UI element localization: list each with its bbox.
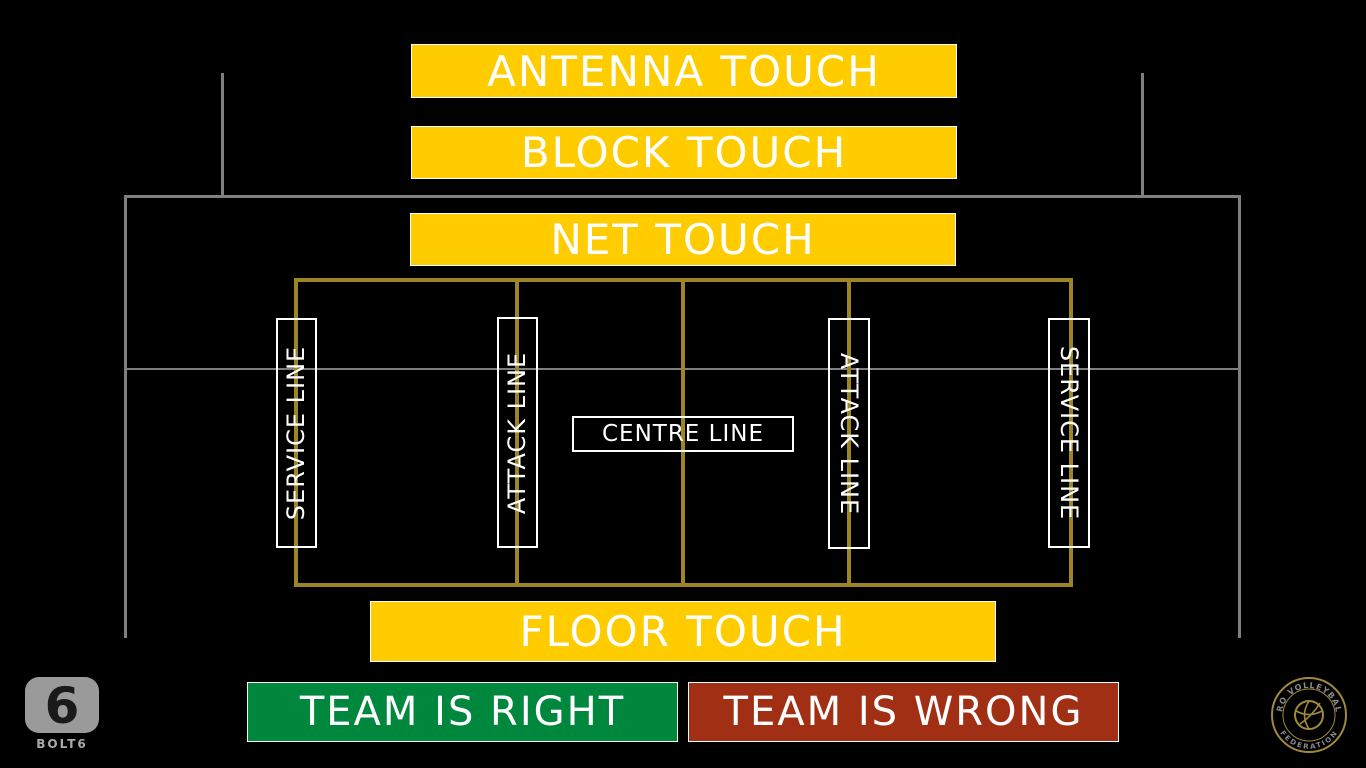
- bolt6-digit: 6: [45, 677, 80, 735]
- net-touch-button[interactable]: NET TOUCH: [410, 213, 956, 266]
- net-right-post: [1238, 195, 1241, 638]
- pro-volleyball-federation-logo: PRO VOLLEYBALL FEDERATION: [1267, 669, 1348, 754]
- service-line-right-button[interactable]: SERVICE LINE: [1048, 318, 1090, 548]
- bolt6-mark-icon: 6: [25, 677, 99, 735]
- attack-line-left-button[interactable]: ATTACK LINE: [497, 317, 538, 548]
- block-touch-button[interactable]: BLOCK TOUCH: [411, 126, 957, 179]
- svg-text:FEDERATION: FEDERATION: [1279, 729, 1340, 751]
- centre-line-label: CENTRE LINE: [601, 421, 764, 447]
- pvf-seal-icon: PRO VOLLEYBALL FEDERATION: [1267, 669, 1347, 753]
- team-is-right-button[interactable]: TEAM IS RIGHT: [247, 682, 678, 742]
- team-is-wrong-label: TEAM IS WRONG: [723, 689, 1084, 735]
- service-line-right-label: SERVICE LINE: [1055, 345, 1083, 521]
- attack-line-right-label: ATTACK LINE: [835, 352, 863, 515]
- team-is-right-label: TEAM IS RIGHT: [299, 689, 626, 735]
- court-left-line: [294, 278, 298, 587]
- antenna-left: [221, 73, 224, 197]
- pvf-text-bottom: FEDERATION: [1279, 729, 1339, 751]
- antenna-right: [1141, 73, 1144, 197]
- centre-line-button[interactable]: CENTRE LINE: [572, 416, 794, 452]
- attack-line-right-button[interactable]: ATTACK LINE: [828, 318, 870, 549]
- antenna-touch-button[interactable]: ANTENNA TOUCH: [411, 44, 957, 98]
- court-right-line: [1069, 278, 1073, 587]
- service-line-left-label: SERVICE LINE: [282, 345, 311, 521]
- net-touch-label: NET TOUCH: [550, 215, 816, 264]
- bolt6-logo: 6 BOLT6: [24, 676, 100, 752]
- centre-line-mark: [681, 278, 685, 587]
- attack-line-left-mark: [515, 278, 519, 587]
- attack-line-left-label: ATTACK LINE: [503, 351, 532, 514]
- antenna-touch-label: ANTENNA TOUCH: [487, 46, 881, 96]
- block-touch-label: BLOCK TOUCH: [520, 128, 848, 177]
- net-top-line: [124, 195, 1241, 198]
- bolt6-wordmark: BOLT6: [36, 737, 88, 751]
- net-left-post: [124, 195, 127, 638]
- attack-line-right-mark: [847, 278, 851, 587]
- service-line-left-button[interactable]: SERVICE LINE: [276, 318, 317, 548]
- floor-touch-label: FLOOR TOUCH: [519, 607, 847, 656]
- floor-touch-button[interactable]: FLOOR TOUCH: [370, 601, 996, 662]
- team-is-wrong-button[interactable]: TEAM IS WRONG: [688, 682, 1119, 742]
